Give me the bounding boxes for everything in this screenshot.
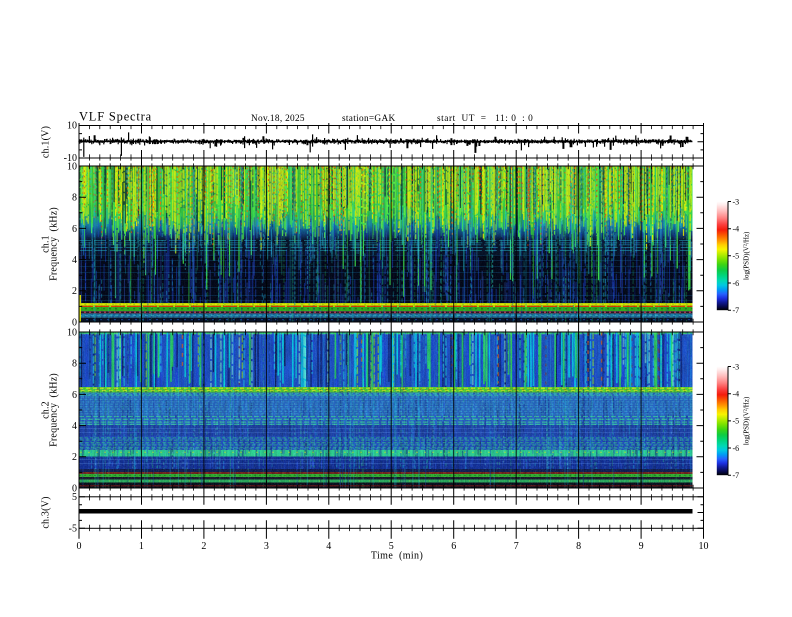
svg-text:-4: -4 [733,390,740,399]
svg-text:-10: -10 [64,153,77,164]
svg-text:6: 6 [72,390,77,401]
svg-text:ch.1(V): ch.1(V) [41,126,52,158]
svg-text:-4: -4 [733,225,740,234]
svg-text:0: 0 [72,317,77,328]
svg-text:Frequency (kHz): Frequency (kHz) [49,373,60,447]
svg-text:3: 3 [264,541,269,552]
svg-text:4: 4 [326,541,331,552]
svg-text:0: 0 [72,483,77,494]
svg-text:0: 0 [77,541,82,552]
svg-text:log(PSD)(V²/Hz): log(PSD)(V²/Hz) [743,396,751,445]
svg-text:-6: -6 [733,279,740,288]
svg-text:-6: -6 [733,444,740,453]
svg-text:Frequency (kHz): Frequency (kHz) [49,207,60,281]
svg-text:-5: -5 [69,524,77,535]
svg-text:10: 10 [67,120,77,131]
svg-text:log(PSD)(V²/Hz): log(PSD)(V²/Hz) [743,231,751,280]
svg-text:10: 10 [699,541,709,552]
svg-text:9: 9 [639,541,644,552]
svg-text:VLF Spectra: VLF Spectra [79,110,152,124]
svg-text:10: 10 [67,161,77,172]
svg-text:-7: -7 [733,306,740,315]
svg-text:4: 4 [72,255,77,266]
svg-text:2: 2 [201,541,206,552]
svg-text:8: 8 [72,359,77,370]
svg-text:-5: -5 [733,417,740,426]
svg-text:start UT = 11: 0 : 0: start UT = 11: 0 : 0 [437,114,533,124]
svg-text:2: 2 [72,286,77,297]
svg-text:Time (min): Time (min) [371,550,423,561]
svg-text:2: 2 [72,452,77,463]
svg-text:ch.3(V): ch.3(V) [41,496,52,528]
svg-text:1: 1 [139,541,144,552]
svg-text:5: 5 [72,492,77,503]
svg-text:ch.1: ch.1 [40,235,51,253]
svg-text:-7: -7 [733,471,740,480]
svg-text:Nov.18, 2025: Nov.18, 2025 [251,114,305,124]
svg-text:6: 6 [72,224,77,235]
svg-text:ch.2: ch.2 [40,401,51,419]
svg-text:station=GAK: station=GAK [342,114,395,124]
svg-text:8: 8 [576,541,581,552]
svg-text:4: 4 [72,421,77,432]
svg-text:10: 10 [67,327,77,338]
svg-text:8: 8 [72,193,77,204]
svg-text:-3: -3 [733,197,740,206]
svg-text:7: 7 [514,541,519,552]
svg-text:-5: -5 [733,252,740,261]
svg-text:5: 5 [389,541,394,552]
svg-text:-3: -3 [733,362,740,371]
svg-text:6: 6 [451,541,456,552]
